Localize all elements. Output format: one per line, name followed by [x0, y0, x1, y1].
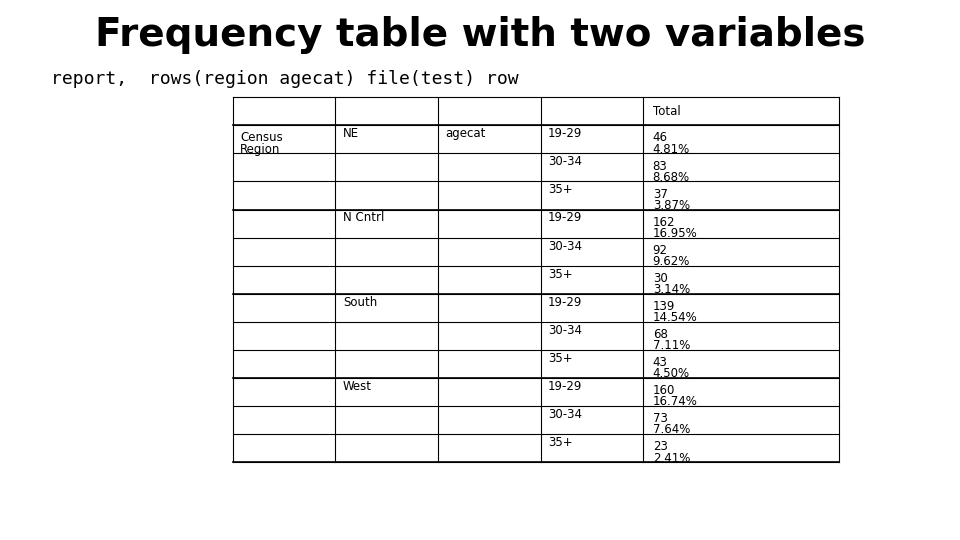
- Text: 73: 73: [653, 412, 667, 426]
- Text: Total: Total: [653, 105, 681, 118]
- Text: 19-29: 19-29: [548, 380, 583, 393]
- Text: 30: 30: [653, 272, 667, 285]
- Text: 92: 92: [653, 244, 668, 257]
- Text: 30-34: 30-34: [548, 156, 582, 168]
- Text: 8.68%: 8.68%: [653, 171, 690, 184]
- Text: 30-34: 30-34: [548, 324, 582, 337]
- Text: 35+: 35+: [548, 436, 573, 449]
- Text: 30-34: 30-34: [548, 408, 582, 421]
- Text: 46: 46: [653, 131, 668, 145]
- Text: 4.50%: 4.50%: [653, 367, 690, 380]
- Text: 43: 43: [653, 356, 667, 369]
- Text: 16.95%: 16.95%: [653, 227, 698, 240]
- Text: 16.74%: 16.74%: [653, 395, 698, 408]
- Text: report,  rows(region agecat) file(test) row: report, rows(region agecat) file(test) r…: [51, 70, 518, 88]
- Text: Region: Region: [240, 143, 280, 156]
- Text: 19-29: 19-29: [548, 296, 583, 309]
- Text: 3.87%: 3.87%: [653, 199, 690, 212]
- Text: 83: 83: [653, 159, 667, 173]
- Text: 35+: 35+: [548, 352, 573, 365]
- Text: South: South: [343, 296, 377, 309]
- Text: 23: 23: [653, 440, 667, 454]
- Text: 9.62%: 9.62%: [653, 255, 690, 268]
- Text: 37: 37: [653, 187, 667, 201]
- Text: Census: Census: [240, 131, 283, 145]
- Text: 4.81%: 4.81%: [653, 143, 690, 156]
- Text: 139: 139: [653, 300, 675, 313]
- Text: 19-29: 19-29: [548, 212, 583, 225]
- Text: 14.54%: 14.54%: [653, 311, 698, 324]
- Text: 162: 162: [653, 215, 675, 229]
- Text: 7.11%: 7.11%: [653, 339, 690, 352]
- Text: 35+: 35+: [548, 184, 573, 197]
- Text: West: West: [343, 380, 372, 393]
- Text: agecat: agecat: [445, 127, 486, 140]
- Text: 19-29: 19-29: [548, 127, 583, 140]
- Text: 160: 160: [653, 384, 675, 397]
- Text: Frequency table with two variables: Frequency table with two variables: [95, 16, 865, 54]
- Text: NE: NE: [343, 127, 359, 140]
- Text: 68: 68: [653, 328, 667, 341]
- Text: 3.14%: 3.14%: [653, 283, 690, 296]
- Text: 2.41%: 2.41%: [653, 451, 690, 464]
- Text: 35+: 35+: [548, 268, 573, 281]
- Text: 7.64%: 7.64%: [653, 423, 690, 436]
- Text: 30-34: 30-34: [548, 240, 582, 253]
- Text: N Cntrl: N Cntrl: [343, 212, 384, 225]
